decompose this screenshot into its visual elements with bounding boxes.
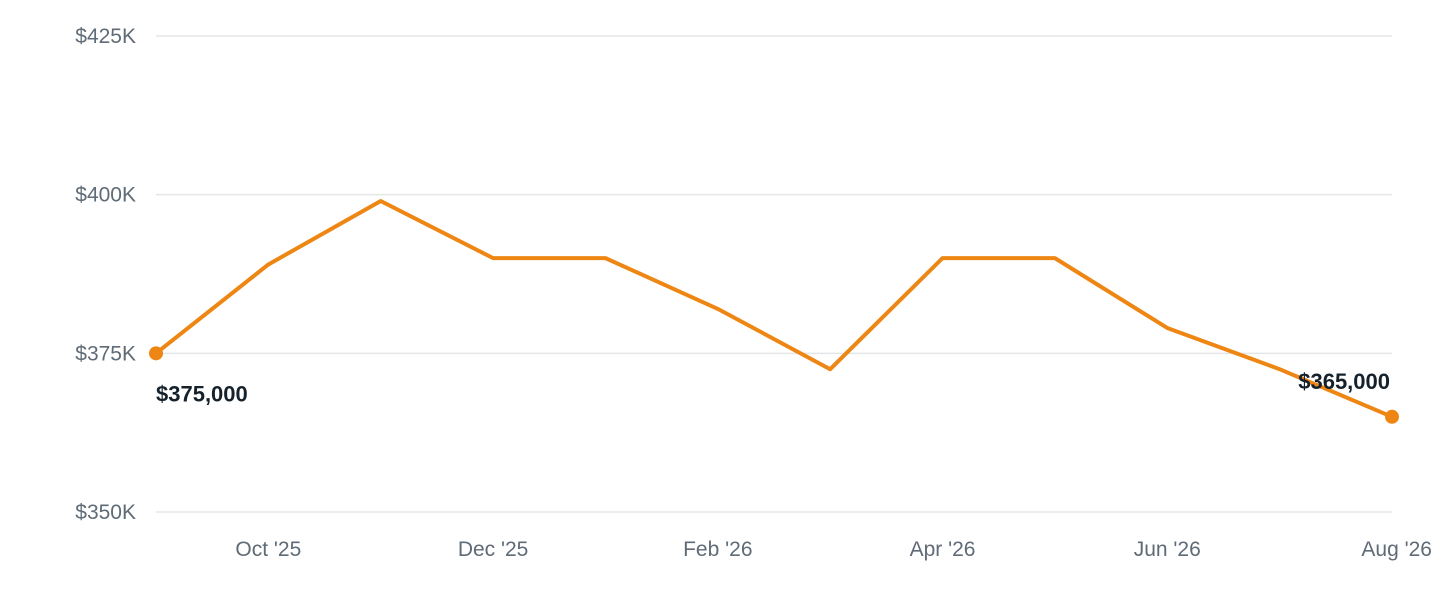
y-tick-label: $350K: [75, 501, 136, 524]
start-value-label: $375,000: [156, 381, 248, 406]
y-tick-label: $425K: [75, 25, 136, 48]
y-tick-label: $400K: [75, 184, 136, 207]
x-tick-label: Feb '26: [683, 538, 752, 561]
end-point-marker: [1385, 409, 1399, 424]
y-axis: $350K $375K $400K $425K: [75, 25, 136, 524]
end-value-label: $365,000: [1298, 369, 1390, 394]
x-tick-label: Apr '26: [910, 538, 976, 561]
x-tick-label: Dec '25: [458, 538, 529, 561]
start-point-marker: [149, 346, 163, 361]
y-tick-label: $375K: [75, 342, 136, 365]
x-tick-label: Aug '26: [1361, 538, 1432, 561]
series-layer: [149, 199, 1399, 424]
series-line: [154, 199, 1394, 419]
x-tick-label: Oct '25: [235, 538, 301, 561]
x-tick-label: Jun '26: [1134, 538, 1201, 561]
grid-layer: [156, 35, 1392, 513]
x-axis: Oct '25 Dec '25 Feb '26 Apr '26 Jun '26 Aug '…: [235, 538, 1432, 561]
data-label-layer: $375,000 $365,000: [156, 369, 1390, 407]
